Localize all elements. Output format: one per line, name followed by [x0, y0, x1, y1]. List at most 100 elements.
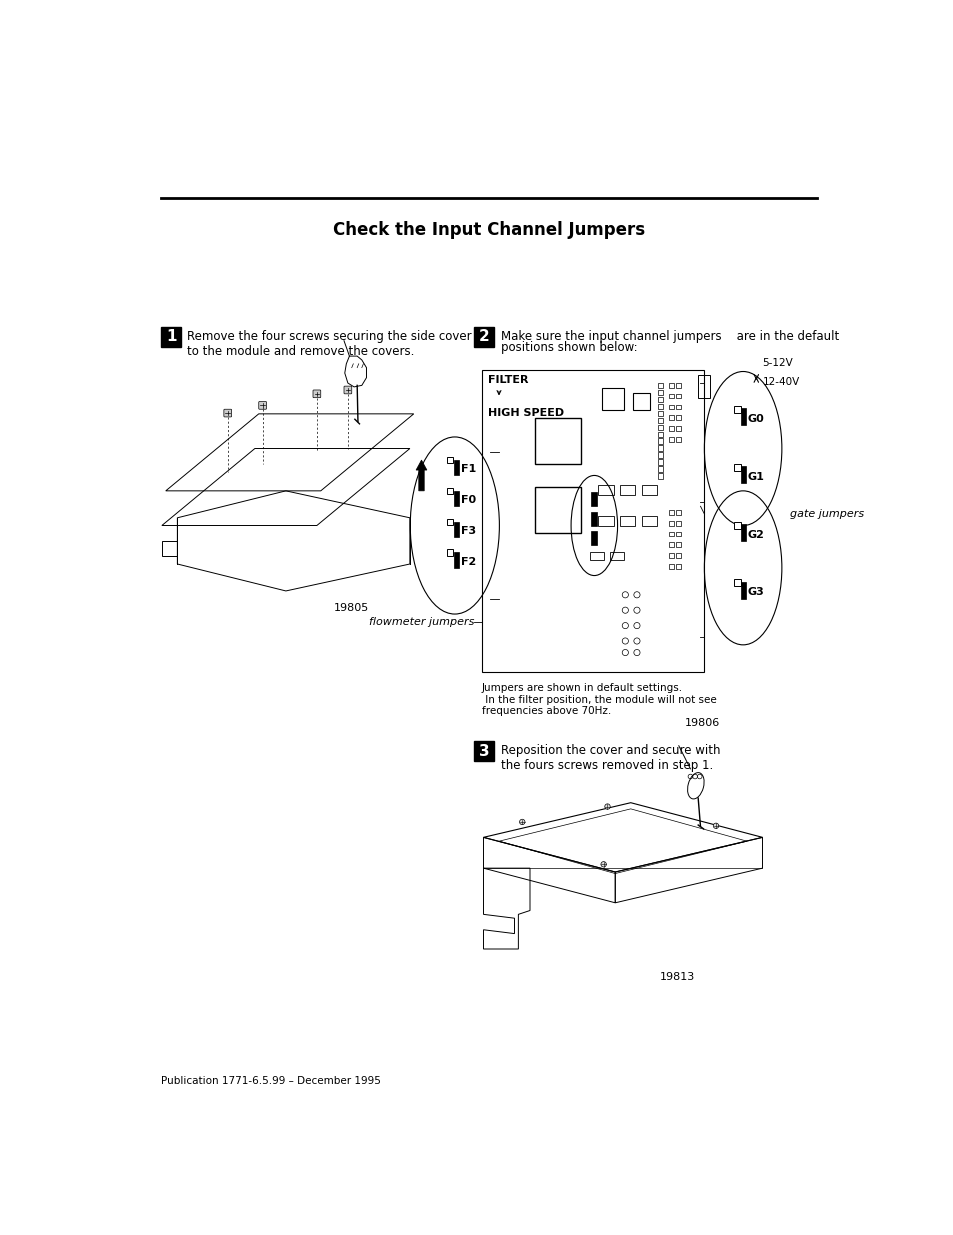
- Text: flowmeter jumpers: flowmeter jumpers: [369, 616, 474, 626]
- FancyBboxPatch shape: [669, 542, 674, 547]
- Text: Jumpers are shown in default settings.: Jumpers are shown in default settings.: [481, 683, 682, 693]
- FancyBboxPatch shape: [676, 426, 680, 431]
- FancyBboxPatch shape: [658, 404, 662, 409]
- FancyBboxPatch shape: [454, 552, 458, 568]
- FancyBboxPatch shape: [447, 457, 453, 463]
- FancyBboxPatch shape: [733, 579, 740, 587]
- FancyBboxPatch shape: [658, 466, 662, 472]
- Circle shape: [600, 862, 606, 867]
- FancyBboxPatch shape: [733, 521, 740, 529]
- FancyBboxPatch shape: [658, 411, 662, 416]
- FancyBboxPatch shape: [641, 516, 657, 526]
- Circle shape: [713, 823, 718, 829]
- Text: frequencies above 70Hz.: frequencies above 70Hz.: [481, 706, 611, 716]
- FancyBboxPatch shape: [454, 461, 458, 475]
- FancyBboxPatch shape: [740, 582, 745, 599]
- FancyBboxPatch shape: [258, 401, 266, 409]
- Text: F3: F3: [460, 526, 476, 536]
- FancyBboxPatch shape: [619, 516, 635, 526]
- FancyBboxPatch shape: [669, 383, 674, 388]
- FancyBboxPatch shape: [474, 741, 494, 761]
- FancyBboxPatch shape: [740, 466, 745, 483]
- FancyBboxPatch shape: [676, 564, 680, 568]
- FancyBboxPatch shape: [313, 390, 320, 398]
- FancyBboxPatch shape: [658, 396, 662, 403]
- FancyBboxPatch shape: [676, 394, 680, 399]
- FancyBboxPatch shape: [676, 531, 680, 536]
- Text: In the filter position, the module will not see: In the filter position, the module will …: [481, 695, 716, 705]
- Text: Make sure the input channel jumpers    are in the default: Make sure the input channel jumpers are …: [500, 330, 838, 343]
- FancyBboxPatch shape: [669, 426, 674, 431]
- FancyBboxPatch shape: [474, 327, 494, 347]
- FancyBboxPatch shape: [669, 531, 674, 536]
- FancyBboxPatch shape: [658, 383, 662, 389]
- Text: 19805: 19805: [334, 603, 369, 613]
- FancyBboxPatch shape: [740, 409, 745, 425]
- FancyBboxPatch shape: [633, 393, 649, 410]
- FancyBboxPatch shape: [224, 409, 232, 417]
- FancyBboxPatch shape: [676, 415, 680, 420]
- Text: positions shown below:: positions shown below:: [500, 341, 637, 353]
- FancyBboxPatch shape: [641, 485, 657, 495]
- FancyBboxPatch shape: [669, 437, 674, 442]
- FancyBboxPatch shape: [669, 510, 674, 515]
- Text: Remove the four screws securing the side cover
to the module and remove the cove: Remove the four screws securing the side…: [187, 330, 472, 358]
- FancyBboxPatch shape: [676, 510, 680, 515]
- FancyBboxPatch shape: [676, 521, 680, 526]
- Text: Reposition the cover and secure with
the fours screws removed in step 1.: Reposition the cover and secure with the…: [500, 745, 720, 772]
- Text: G0: G0: [747, 414, 763, 425]
- FancyBboxPatch shape: [658, 446, 662, 451]
- Circle shape: [519, 819, 524, 825]
- FancyBboxPatch shape: [669, 415, 674, 420]
- FancyBboxPatch shape: [676, 437, 680, 442]
- FancyBboxPatch shape: [669, 521, 674, 526]
- Text: 2: 2: [478, 330, 489, 345]
- Text: Publication 1771-6.5.99 – December 1995: Publication 1771-6.5.99 – December 1995: [161, 1076, 380, 1086]
- FancyBboxPatch shape: [534, 417, 580, 464]
- FancyBboxPatch shape: [669, 553, 674, 558]
- FancyBboxPatch shape: [598, 516, 613, 526]
- FancyBboxPatch shape: [601, 389, 623, 410]
- Polygon shape: [416, 461, 427, 490]
- FancyBboxPatch shape: [658, 431, 662, 437]
- Text: FILTER: FILTER: [488, 375, 528, 385]
- FancyBboxPatch shape: [447, 519, 453, 525]
- Text: F2: F2: [460, 557, 476, 567]
- FancyBboxPatch shape: [669, 394, 674, 399]
- FancyBboxPatch shape: [598, 485, 613, 495]
- FancyBboxPatch shape: [669, 405, 674, 409]
- FancyBboxPatch shape: [740, 524, 745, 541]
- FancyBboxPatch shape: [481, 370, 703, 672]
- FancyBboxPatch shape: [669, 564, 674, 568]
- FancyBboxPatch shape: [447, 550, 453, 556]
- Text: G2: G2: [747, 530, 764, 540]
- FancyBboxPatch shape: [534, 487, 580, 534]
- FancyBboxPatch shape: [733, 464, 740, 471]
- Text: 5-12V: 5-12V: [761, 358, 792, 368]
- FancyBboxPatch shape: [676, 542, 680, 547]
- FancyBboxPatch shape: [344, 387, 352, 394]
- FancyBboxPatch shape: [658, 452, 662, 458]
- FancyBboxPatch shape: [447, 488, 453, 494]
- FancyBboxPatch shape: [658, 459, 662, 464]
- Text: Check the Input Channel Jumpers: Check the Input Channel Jumpers: [333, 221, 644, 240]
- FancyBboxPatch shape: [591, 531, 597, 545]
- FancyBboxPatch shape: [591, 493, 597, 506]
- FancyBboxPatch shape: [676, 383, 680, 388]
- Text: 19806: 19806: [684, 718, 720, 727]
- Text: G3: G3: [747, 588, 763, 598]
- FancyBboxPatch shape: [676, 405, 680, 409]
- FancyBboxPatch shape: [658, 438, 662, 443]
- FancyBboxPatch shape: [676, 553, 680, 558]
- FancyBboxPatch shape: [658, 473, 662, 478]
- Text: 1: 1: [166, 330, 176, 345]
- FancyBboxPatch shape: [454, 521, 458, 537]
- FancyBboxPatch shape: [658, 417, 662, 424]
- Text: gate jumpers: gate jumpers: [789, 509, 862, 519]
- FancyBboxPatch shape: [658, 390, 662, 395]
- FancyBboxPatch shape: [733, 406, 740, 412]
- FancyBboxPatch shape: [161, 327, 181, 347]
- Circle shape: [604, 804, 610, 809]
- Text: 19813: 19813: [659, 972, 694, 982]
- Text: F0: F0: [460, 495, 476, 505]
